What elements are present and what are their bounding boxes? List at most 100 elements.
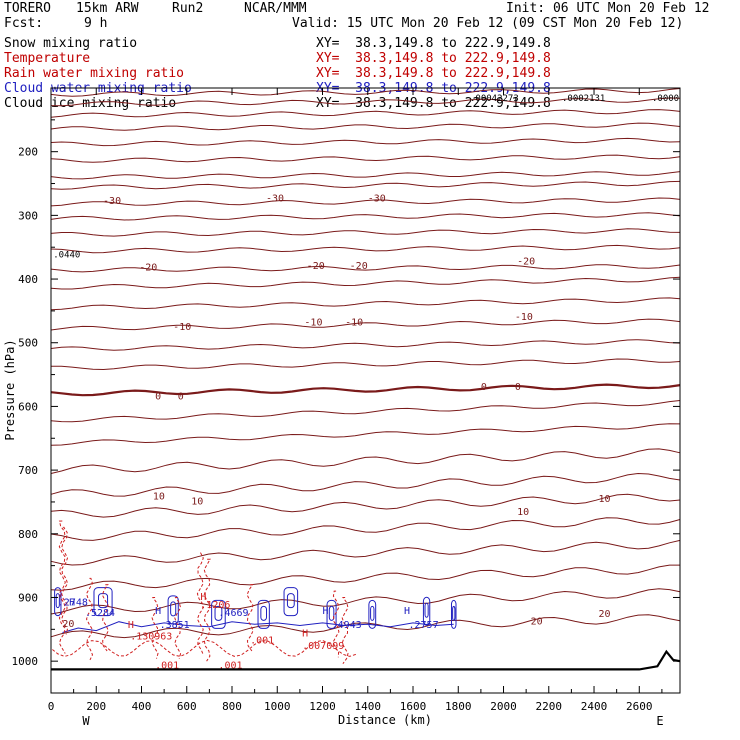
- cloud-water-envelope: [62, 621, 454, 633]
- isotherm: [50, 137, 681, 147]
- y-tick-label: 300: [18, 209, 38, 222]
- model-run: Run2: [172, 1, 204, 16]
- field-snow-xy: XY= 38.3,149.8 to 222.9,149.8: [316, 36, 551, 51]
- rain-contour: [85, 577, 94, 661]
- isotherm: [50, 614, 681, 639]
- temperature-contour-label: 0: [481, 382, 487, 393]
- isotherm: [50, 122, 681, 131]
- cloud-water-label: H: [155, 606, 161, 617]
- cloud-water-contour-inner: [452, 605, 456, 621]
- temperature-contour-label: 20: [62, 619, 74, 630]
- isotherm: [50, 171, 681, 180]
- top-value-right: .0000: [652, 94, 679, 104]
- cloud-water-label: H: [404, 606, 410, 617]
- temperature-contour-label: -10: [345, 318, 363, 329]
- model-org: NCAR/MMM: [244, 1, 307, 16]
- forecast-label: Fcst:: [4, 16, 44, 31]
- cloud-water-contour-inner: [214, 605, 223, 621]
- rain-label: H: [128, 620, 134, 631]
- isotherm: [50, 318, 681, 331]
- cloud-water-contour: [211, 599, 226, 629]
- cloud-water-contour: [326, 599, 337, 629]
- isotherm: [50, 493, 681, 518]
- cloud-water-contour-inner: [328, 605, 335, 621]
- temperature-contour-label: -30: [266, 194, 284, 205]
- isotherm: [50, 588, 681, 615]
- temperature-contour-label: 0: [155, 392, 161, 403]
- init-time: Init: 06 UTC Mon 20 Feb 12: [506, 1, 710, 16]
- y-tick-label: 200: [18, 146, 38, 159]
- cloud-water-contour: [283, 587, 299, 617]
- rain-contour: [58, 520, 66, 654]
- isotherm: [50, 448, 681, 474]
- x-tick-label: 400: [132, 700, 152, 713]
- field-rain-xy: XY= 38.3,149.8 to 222.9,149.8: [316, 66, 551, 81]
- isotherm: [50, 472, 681, 497]
- isotherm-zero: [50, 383, 681, 397]
- field-cloudice-name: Cloud ice mixing ratio: [4, 96, 177, 111]
- cloud-water-label: .5284: [85, 608, 115, 619]
- rain-contour: [101, 584, 109, 652]
- cloud-water-label: .4943: [332, 620, 362, 631]
- rain-contour: [332, 590, 340, 658]
- cloud-water-contour: [368, 599, 377, 629]
- rain-envelope: [50, 639, 357, 657]
- y-tick-label: 1000: [12, 655, 39, 668]
- forecast-hour: 9 h: [84, 16, 108, 31]
- x-tick-label: 200: [86, 700, 106, 713]
- isotherm: [50, 228, 681, 237]
- rain-label: H: [200, 592, 206, 603]
- rain-label: .001: [250, 636, 274, 647]
- cloud-water-contour-inner: [260, 605, 268, 621]
- isotherm: [50, 197, 681, 207]
- x-tick-label: 800: [222, 700, 242, 713]
- cloud-ice-label: .0440: [53, 251, 80, 261]
- temperature-contour-label: -30: [368, 194, 386, 205]
- isotherm: [50, 154, 681, 163]
- cloud-water-label: .3851: [160, 620, 190, 631]
- axes: 0 200 400 600 800 1000 1200 1400 1600 1800 2000 220…: [12, 88, 680, 713]
- x-tick-label: 1200: [309, 700, 336, 713]
- field-rain-name: Rain water mixing ratio: [4, 66, 185, 81]
- rain-label: H: [302, 629, 308, 640]
- model-resolution: 15km ARW: [76, 1, 139, 16]
- isotherm: [50, 264, 681, 273]
- cloud-water-label: .4669: [218, 608, 248, 619]
- rain-label: .001: [218, 660, 242, 671]
- x-tick-label: 2600: [626, 700, 653, 713]
- rain-contours: [50, 520, 357, 664]
- temperature-contour-label: 0: [515, 382, 521, 393]
- isotherm: [50, 423, 681, 446]
- isotherm: [50, 339, 681, 351]
- temperature-contour-label: 20: [599, 609, 611, 620]
- cloud-water-label: .2748: [58, 597, 88, 608]
- x-tick-label: 2000: [490, 700, 517, 713]
- rain-label: .001: [155, 660, 179, 671]
- y-axis-label: Pressure (hPa): [3, 339, 17, 440]
- x-tick-label: 0: [48, 700, 55, 713]
- isotherm: [50, 276, 681, 290]
- y-tick-label: 600: [18, 400, 38, 413]
- rain-contour: [61, 526, 69, 635]
- temperature-contour-label: -20: [517, 257, 535, 268]
- cloud-water-contour: [450, 599, 457, 629]
- temperature-contour-label: -10: [304, 318, 322, 329]
- isotherm: [50, 97, 681, 107]
- field-snow-name: Snow mixing ratio: [4, 36, 138, 51]
- isotherm: [50, 88, 681, 97]
- temperature-contour-label: 10: [517, 507, 529, 518]
- cloud-water-contour-inner: [424, 602, 429, 618]
- x-tick-label: 1800: [445, 700, 472, 713]
- terrain-line: [51, 649, 681, 671]
- field-temperature-name: Temperature: [4, 51, 91, 66]
- east-label: E: [656, 714, 663, 728]
- temperature-contour-label: -10: [173, 322, 191, 333]
- temperature-contour-label: -20: [307, 261, 325, 272]
- x-tick-label: 1600: [400, 700, 427, 713]
- isotherm: [50, 109, 681, 118]
- cloud-water-label: H: [323, 606, 329, 617]
- temperature-contour-label: 0: [178, 392, 184, 403]
- isotherm: [50, 212, 681, 221]
- top-value-mid: .0002131: [562, 94, 605, 104]
